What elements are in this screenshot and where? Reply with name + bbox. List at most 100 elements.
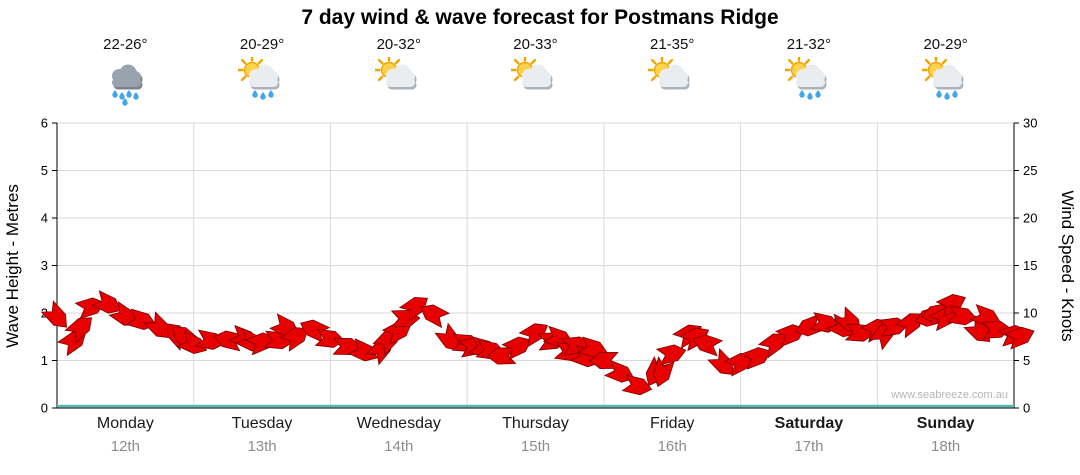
day-name: Monday (96, 415, 154, 432)
temperature-range: 20-32° (376, 36, 421, 53)
raindrop-icon (126, 90, 133, 98)
wind-arrow (347, 338, 378, 362)
day-date: 13th (247, 438, 277, 455)
temperature-range: 20-29° (239, 36, 285, 53)
axis-tick-labels: 0123456051015202530 (41, 116, 1038, 416)
raindrop-icon (252, 90, 258, 98)
raindrop-icon (935, 90, 942, 98)
right-tick-label: 10 (1023, 306, 1037, 321)
raindrop-icon (122, 98, 129, 106)
wind-arrow (64, 317, 93, 344)
cloud-icon (385, 64, 417, 90)
wind-arrow (91, 290, 122, 314)
weather-icon-sun-cloud-rain (194, 54, 331, 107)
right-tick-label: 30 (1023, 116, 1037, 131)
x-label-thursday: Thursday 15th (467, 415, 604, 455)
left-tick-label: 4 (41, 211, 48, 226)
wind-arrow (603, 359, 635, 383)
wind-arrow (501, 336, 532, 360)
grid-lines (57, 122, 1014, 408)
raindrop-icon (807, 92, 813, 100)
cloud-icon (522, 64, 553, 90)
day-name: Wednesday (356, 415, 441, 432)
x-label-saturday: Saturday 17th (741, 415, 878, 455)
watermark: www.seabreeze.com.au (890, 389, 1008, 401)
weather-icon-sun-cloud (330, 54, 467, 107)
wind-arrow (486, 347, 517, 365)
temperature-range: 22-26° (103, 36, 148, 53)
left-tick-label: 0 (41, 401, 48, 416)
weather-icon-sun-cloud-rain (877, 54, 1014, 107)
wind-arrows (40, 290, 1035, 396)
left-tick-label: 3 (41, 258, 48, 273)
day-forecast-wednesday: 20-32° (330, 36, 467, 150)
raindrop-icon (112, 90, 119, 98)
day-forecast-friday: 21-35° (604, 36, 741, 150)
wind-arrow (757, 333, 787, 359)
raindrop-icon (951, 90, 958, 98)
wind-arrow (692, 334, 724, 357)
wind-arrow (279, 327, 309, 352)
day-date: 15th (520, 438, 551, 455)
right-tick-label: 15 (1023, 258, 1037, 273)
day-name: Saturday (774, 415, 844, 432)
left-tick-label: 1 (41, 353, 48, 368)
x-label-tuesday: Tuesday 13th (194, 415, 331, 455)
raindrop-icon (815, 90, 821, 98)
day-name: Thursday (502, 415, 569, 432)
wind-arrow (963, 315, 991, 342)
day-date: 17th (794, 438, 824, 455)
day-date: 12th (110, 438, 140, 455)
day-forecast-sunday: 20-29° (877, 36, 1014, 150)
weather-icon-sun-cloud (467, 54, 604, 107)
weather-icon-sun-cloud-rain (741, 54, 878, 107)
day-name: Friday (649, 415, 695, 432)
temperature-range: 21-35° (650, 36, 695, 53)
wind-arrow (621, 374, 653, 396)
right-tick-label: 0 (1023, 401, 1030, 416)
cloud-icon (795, 64, 827, 90)
day-forecast-saturday: 21-32° (741, 36, 878, 150)
raindrop-icon (268, 90, 274, 98)
day-date: 16th (657, 438, 687, 455)
wind-arrow (1004, 326, 1035, 350)
cloud-icon (249, 64, 280, 90)
wind-arrow (40, 300, 67, 328)
raindrop-icon (133, 92, 140, 100)
raindrop-icon (943, 92, 950, 100)
day-forecast-tuesday: 20-29° (194, 36, 331, 150)
wind-arrow (176, 330, 208, 354)
wind-arrow (740, 347, 772, 370)
cloud-icon (932, 64, 964, 90)
day-forecast-thursday: 20-33° (467, 36, 604, 150)
cloud-icon (659, 64, 690, 90)
wind-arrow (652, 356, 675, 387)
wind-arrow (655, 344, 687, 366)
weather-icon-rain (57, 57, 194, 107)
wind-arrow (946, 305, 978, 326)
x-label-monday: Monday 12th (57, 415, 194, 455)
weather-icon-sun-cloud (604, 54, 741, 107)
right-tick-label: 25 (1023, 163, 1037, 178)
x-label-wednesday: Wednesday 14th (330, 415, 467, 455)
day-date: 14th (384, 438, 414, 455)
temperature-range: 20-33° (513, 36, 558, 53)
day-forecast-monday: 22-26° (57, 36, 194, 150)
page-title: 7 day wind & wave forecast for Postmans … (301, 6, 779, 29)
raindrop-icon (260, 92, 266, 100)
raindrop-icon (119, 92, 126, 100)
wind-arrow (420, 304, 451, 329)
day-date: 18th (931, 438, 961, 455)
day-name: Sunday (916, 415, 975, 432)
cloud-icon (112, 64, 143, 90)
temperature-range: 21-32° (786, 36, 832, 53)
raindrop-icon (799, 90, 805, 98)
left-tick-label: 6 (41, 116, 48, 131)
day-name: Tuesday (231, 415, 293, 432)
x-label-friday: Friday 16th (604, 415, 741, 455)
x-label-sunday: Sunday 18th (877, 415, 1014, 455)
temperature-range: 20-29° (923, 36, 968, 53)
right-tick-label: 5 (1023, 353, 1030, 368)
